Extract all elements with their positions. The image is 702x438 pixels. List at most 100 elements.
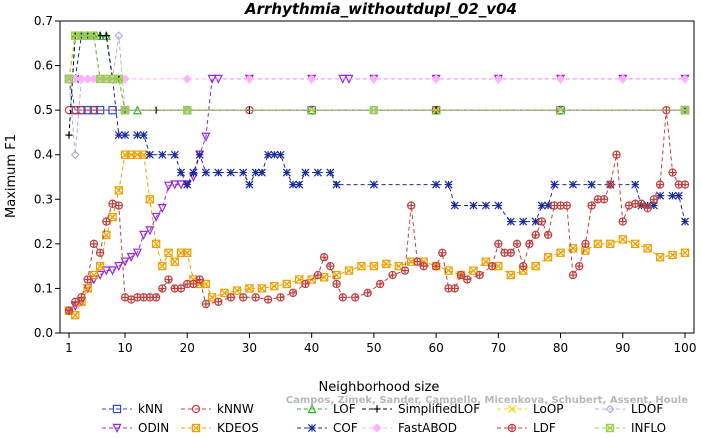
data-point-kdeos	[369, 261, 379, 271]
data-point-ldf	[649, 195, 659, 204]
x-tick-label: 100	[674, 341, 697, 355]
data-point-ldf	[351, 293, 360, 302]
x-tick-label: 50	[366, 341, 381, 355]
legend-label-inflo: INFLO	[631, 421, 666, 434]
data-point-ldf	[158, 284, 167, 293]
data-point-cof	[270, 150, 279, 159]
data-point-ldf	[263, 295, 273, 304]
data-point-ldf	[151, 293, 161, 302]
data-point-cof	[288, 180, 298, 189]
data-point-ldf	[531, 230, 540, 240]
legend-label-odin: ODIN	[138, 421, 169, 434]
x-tick-label: 70	[491, 341, 506, 355]
legend-label-simplifiedlof: SimplifiedLOF	[398, 402, 480, 416]
legend-label-loop: LoOP	[533, 402, 564, 416]
data-point-cof	[201, 168, 210, 177]
data-point-kdeos	[357, 261, 366, 271]
data-point-cof	[245, 180, 254, 189]
data-point-ldf	[83, 275, 92, 284]
legend: kNN kNNW LOF SimplifiedLOF LoOP LDOF ODIN KDEOS…	[102, 402, 666, 435]
data-point-cof	[114, 131, 123, 140]
data-point-ldf	[475, 270, 484, 280]
data-point-ldf	[680, 180, 690, 189]
data-point-ldf	[637, 199, 646, 208]
data-point-ldf	[276, 293, 285, 302]
x-tick-label: 20	[180, 341, 195, 355]
data-point-cof	[264, 150, 273, 159]
data-point-cof	[158, 150, 167, 159]
data-point-inflo	[680, 105, 690, 115]
data-point-simplifiedlof	[102, 32, 110, 40]
data-point-odin	[157, 204, 167, 214]
data-point-kdeos	[444, 266, 453, 275]
data-point-cof	[506, 217, 515, 226]
data-point-fastabod	[182, 74, 192, 84]
data-point-cof	[176, 168, 186, 177]
data-point-cof	[631, 180, 640, 189]
legend-label-knnw: kNNW	[217, 402, 254, 416]
data-point-ldf	[438, 248, 447, 257]
data-point-ldf	[400, 266, 410, 275]
data-point-ldf	[375, 279, 385, 289]
data-point-odin	[107, 266, 118, 276]
data-point-ldf	[463, 275, 472, 284]
data-point-ldf	[587, 201, 596, 210]
data-point-ldf	[239, 293, 248, 302]
data-point-ldf	[450, 284, 459, 293]
legend-marker-knn	[112, 404, 122, 414]
data-point-ldf	[512, 239, 522, 249]
data-point-ldf	[506, 248, 515, 257]
data-point-cof	[276, 150, 285, 159]
data-point-cof	[537, 201, 546, 210]
data-point-kdeos	[668, 250, 677, 260]
data-point-cof	[120, 131, 130, 140]
data-point-fastabod	[680, 74, 690, 84]
data-point-knnw	[77, 105, 86, 115]
data-point-cof	[450, 201, 459, 210]
data-point-kdeos	[382, 259, 391, 269]
x-tick-label: 90	[615, 341, 630, 355]
data-point-ldf	[487, 261, 497, 271]
data-point-cof	[295, 180, 304, 189]
data-point-ldf	[326, 261, 335, 271]
data-point-ldf	[363, 288, 372, 298]
legend-label-cof: COF	[333, 421, 358, 434]
data-point-odin	[139, 230, 149, 240]
data-point-inflo	[64, 74, 74, 84]
data-point-ldf	[668, 168, 677, 177]
data-point-kdeos	[680, 248, 690, 257]
legend-marker-simplifiedlof	[373, 405, 381, 413]
data-point-ldf	[519, 261, 528, 271]
legend-label-lof: LOF	[333, 402, 356, 416]
data-point-cof	[332, 180, 341, 189]
data-point-inflo	[89, 31, 99, 40]
data-point-cof	[214, 168, 223, 177]
data-point-kdeos	[108, 212, 117, 222]
y-tick-label: 0.0	[34, 326, 53, 340]
data-point-odin	[132, 248, 143, 258]
data-point-kdeos	[394, 261, 403, 271]
legend-label-kdeos: KDEOS	[217, 421, 259, 434]
data-point-cof	[444, 180, 453, 189]
data-point-cof	[133, 131, 142, 140]
data-point-cof	[550, 180, 559, 189]
data-point-odin	[101, 266, 111, 276]
series-line-inflo	[68, 35, 685, 111]
data-point-kdeos	[270, 282, 279, 291]
data-point-cof	[494, 201, 503, 210]
x-tick-label: 10	[117, 341, 132, 355]
data-point-odin	[170, 180, 180, 190]
data-point-ldf	[494, 239, 503, 249]
data-point-knnw	[64, 105, 74, 115]
data-point-kdeos	[145, 195, 155, 204]
data-point-kdeos	[170, 257, 179, 266]
data-point-ldf	[606, 180, 615, 189]
data-point-ldf	[655, 180, 665, 189]
data-point-kdeos	[469, 266, 478, 275]
data-point-kdeos	[282, 279, 291, 289]
data-point-ldf	[164, 275, 173, 284]
data-point-ldf	[431, 261, 441, 271]
data-point-ldf	[581, 239, 590, 249]
series-line-kdeos	[68, 154, 686, 316]
